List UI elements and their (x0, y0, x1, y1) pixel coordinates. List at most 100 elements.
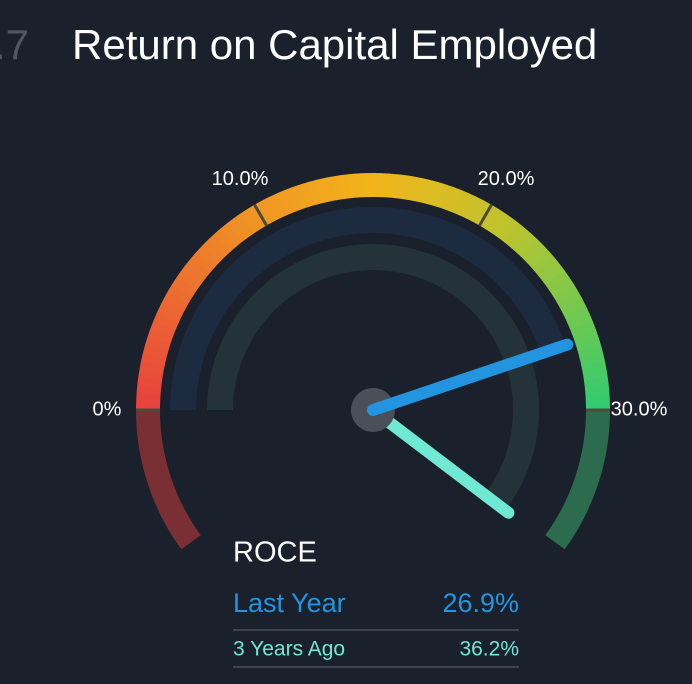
scale-segment (509, 228, 532, 252)
scale-segment (191, 251, 215, 274)
tick-label: 20.0% (478, 168, 535, 190)
scale-segment (331, 175, 344, 201)
scale-segment (220, 222, 243, 247)
scale-segment (139, 360, 165, 374)
scale-segment (459, 193, 478, 219)
scale-segment (269, 193, 287, 219)
tick-label: 0% (93, 398, 122, 420)
scale-segment (582, 368, 608, 381)
scale-segment (536, 257, 561, 280)
scale-segment (452, 190, 470, 216)
scale-segment (409, 176, 423, 202)
scale-segment (156, 305, 182, 324)
scale-segment (147, 328, 173, 345)
scale-segment (291, 184, 308, 210)
scale-segment (340, 174, 352, 200)
scale-segment (575, 336, 601, 352)
tick-label: 10.0% (212, 168, 269, 190)
scale-segment (526, 245, 550, 268)
scale-segment (141, 352, 167, 366)
scale-segment (138, 368, 164, 381)
tick-mark (478, 204, 493, 227)
legend-name: Last Year (233, 588, 346, 618)
scale-segment (299, 182, 315, 208)
scale-segment (498, 218, 520, 243)
page-title: Return on Capital Employed (72, 21, 597, 68)
scale-segment (176, 270, 201, 291)
scale-segment (153, 313, 179, 331)
scale-segment (227, 218, 249, 243)
scale-segment (196, 245, 221, 268)
legend-name: 3 Years Ago (233, 638, 345, 661)
scale-segment (276, 190, 294, 216)
scale-segment (214, 228, 237, 252)
scale-segment (163, 291, 189, 311)
scale-segment (424, 180, 439, 206)
scale-segment (584, 385, 610, 396)
low-extension (136, 409, 201, 550)
scale-segment (186, 257, 211, 279)
scale-segment (240, 208, 261, 234)
scale-segment (504, 223, 526, 248)
scale-segment (315, 178, 330, 204)
scale-segment (540, 264, 565, 286)
scale-segment (466, 196, 485, 223)
legend-value: 36.2% (459, 638, 519, 661)
scale-segment (531, 251, 555, 274)
scale-segment (573, 328, 599, 345)
scale-segment (233, 213, 255, 238)
legend: ROCE Last Year 26.9% 3 Years Ago 36.2% (233, 537, 519, 668)
legend-value: 26.9% (442, 588, 519, 618)
scale-segment (208, 233, 231, 257)
scale-segment (485, 209, 506, 234)
scale-segment (549, 277, 575, 298)
tick-label: 30.0% (611, 398, 668, 420)
scale-segment (567, 313, 593, 331)
scale-segment (137, 376, 163, 388)
scale-segment (167, 284, 193, 304)
scale-segment (323, 176, 337, 202)
scale-segment (284, 187, 301, 213)
scale-segment (417, 178, 431, 204)
scale-segment (561, 298, 587, 318)
gauge: 0% 10.0% 20.0% 30.0% (93, 168, 668, 550)
scale-segment (202, 239, 226, 263)
scale-segment (445, 187, 463, 213)
legend-title: ROCE (233, 537, 317, 569)
scale-segment (583, 377, 609, 389)
scale-segment (520, 239, 544, 263)
scale-segment (581, 360, 607, 374)
scale-segment (307, 179, 322, 206)
scale-segment (387, 173, 399, 199)
scale-segment (545, 270, 570, 292)
scale-segment (579, 352, 605, 367)
scale-segment (172, 277, 197, 298)
scale-segment (553, 284, 579, 304)
needle (367, 404, 515, 519)
scale-segment (395, 174, 407, 200)
scale-segment (492, 213, 513, 238)
scale-segment (348, 173, 359, 199)
scale-segment (145, 336, 171, 352)
tick-mark (253, 204, 268, 227)
scale-segment (570, 321, 596, 338)
scale-segment (557, 291, 583, 311)
scale-segment (261, 196, 281, 222)
scale-segment (431, 182, 447, 208)
value-band (207, 244, 539, 511)
needle (367, 338, 574, 416)
scale-segment (564, 306, 590, 324)
scale-segment (143, 344, 169, 359)
high-extension (545, 409, 610, 550)
scale-segment (402, 175, 415, 201)
previous-fragment: .7 (0, 21, 29, 68)
scale-segment (577, 344, 604, 359)
scale-segment (515, 233, 538, 258)
value-band (170, 207, 566, 411)
scale-segment (438, 184, 455, 210)
scale-segment (159, 298, 186, 317)
scale-segment (150, 320, 176, 338)
scale-segment (136, 384, 162, 396)
scale-segment (181, 263, 206, 285)
